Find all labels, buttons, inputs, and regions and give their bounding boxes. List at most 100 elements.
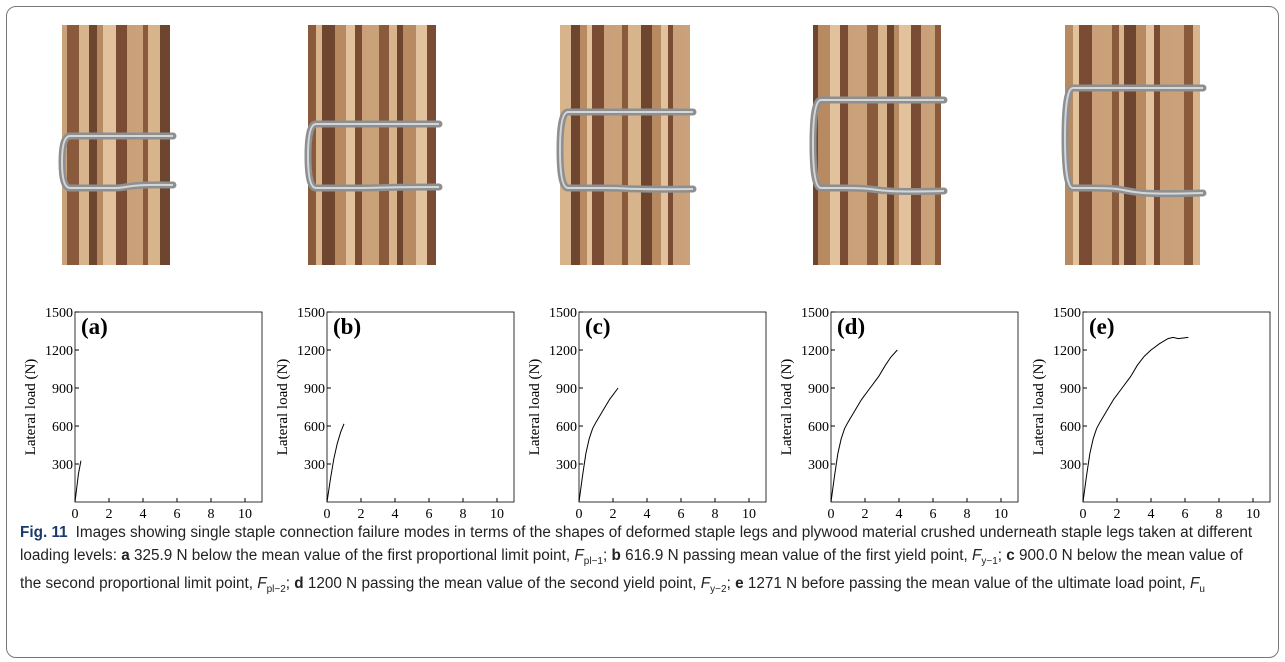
wood-strip: [1193, 25, 1200, 265]
wood-strip: [97, 25, 103, 265]
x-tick-label: 10: [238, 507, 252, 520]
wood-strip: [854, 25, 867, 265]
wood-strip: [316, 25, 322, 265]
y-tick-label: 1500: [297, 306, 325, 321]
figure: 024681030060090012001500Slip (mm)Lateral…: [0, 0, 1285, 520]
x-tick-label: 10: [742, 507, 756, 520]
y-tick-label: 1500: [45, 306, 73, 321]
x-tick-label: 2: [106, 507, 113, 520]
wood-strip: [899, 25, 911, 265]
wood-strip: [79, 25, 89, 265]
wood-strip: [935, 25, 941, 265]
symbol-subscript: y−1: [981, 556, 997, 567]
wood-strip: [67, 25, 79, 265]
x-tick-label: 10: [1246, 507, 1260, 520]
panel-letter: b: [611, 547, 620, 564]
symbol: F: [574, 547, 583, 564]
plot-frame: [1083, 312, 1270, 502]
separator: ;: [727, 575, 736, 592]
symbol: F: [701, 575, 710, 592]
wood-strip: [1124, 25, 1136, 265]
wood-strip: [427, 25, 436, 265]
y-tick-label: 300: [1060, 458, 1081, 473]
photo: [62, 25, 173, 265]
x-tick-label: 8: [460, 507, 467, 520]
y-tick-label: 900: [808, 382, 829, 397]
wood-strip: [1079, 25, 1092, 265]
wood-strip: [867, 25, 878, 265]
x-tick-label: 2: [610, 507, 617, 520]
plot-frame: [579, 312, 766, 502]
x-tick-label: 0: [324, 507, 331, 520]
symbol-subscript: pl−1: [584, 556, 603, 567]
wood-strip: [89, 25, 97, 265]
x-tick-label: 6: [678, 507, 685, 520]
load-slip-curve: [831, 350, 897, 502]
panel-label: (d): [837, 314, 865, 339]
wood-strip: [848, 25, 854, 265]
photo: [1065, 25, 1203, 265]
y-tick-label: 600: [808, 420, 829, 435]
y-axis-label: Lateral load (N): [527, 359, 543, 456]
x-tick-label: 4: [644, 507, 651, 520]
wood-strip: [830, 25, 840, 265]
panel-letter: a: [121, 547, 130, 564]
wood-strip: [641, 25, 652, 265]
wood-strip: [818, 25, 830, 265]
panel-letter: d: [294, 575, 303, 592]
wood-strip: [622, 25, 628, 265]
x-tick-label: 8: [1216, 507, 1223, 520]
y-tick-label: 900: [1060, 382, 1081, 397]
x-tick-label: 8: [208, 507, 215, 520]
symbol-subscript: u: [1199, 584, 1205, 595]
wood-strip: [1184, 25, 1193, 265]
wood-strip: [580, 25, 587, 265]
wood-strip: [1136, 25, 1146, 265]
x-tick-label: 4: [392, 507, 399, 520]
wood-strip: [367, 25, 379, 265]
x-tick-label: 0: [1080, 507, 1087, 520]
item-text: 325.9 N below the mean value of the firs…: [130, 547, 575, 564]
wood-strip: [322, 25, 335, 265]
wood-strip: [921, 25, 929, 265]
panel-label: (e): [1089, 314, 1115, 339]
wood-strip: [143, 25, 148, 265]
x-tick-label: 10: [994, 507, 1008, 520]
wood-strip: [379, 25, 389, 265]
wood-strip: [652, 25, 661, 265]
x-tick-label: 4: [1148, 507, 1155, 520]
y-tick-label: 600: [52, 420, 73, 435]
x-tick-label: 6: [930, 507, 937, 520]
x-tick-label: 2: [358, 507, 365, 520]
y-tick-label: 1200: [45, 344, 73, 359]
symbol-subscript: y−2: [710, 584, 726, 595]
wood-strip: [592, 25, 604, 265]
wood-strip: [346, 25, 355, 265]
y-axis-label: Lateral load (N): [1031, 359, 1047, 456]
y-tick-label: 1500: [1053, 306, 1081, 321]
y-tick-label: 600: [304, 420, 325, 435]
item-text: 1200 N passing the mean value of the sec…: [304, 575, 701, 592]
wood-strip: [1146, 25, 1154, 265]
wood-strip: [878, 25, 887, 265]
y-axis-label: Lateral load (N): [275, 359, 291, 456]
panel-label: (a): [81, 314, 108, 339]
wood-strip: [1119, 25, 1124, 265]
photo: [813, 25, 944, 265]
wood-strip: [389, 25, 397, 265]
symbol: F: [1190, 575, 1199, 592]
panel-label: (c): [585, 314, 611, 339]
x-tick-label: 0: [576, 507, 583, 520]
x-tick-label: 4: [896, 507, 903, 520]
symbol-subscript: pl−2: [267, 584, 286, 595]
wood-strip: [116, 25, 127, 265]
y-tick-label: 900: [52, 382, 73, 397]
wood-strip: [587, 25, 592, 265]
load-slip-curve: [579, 388, 618, 502]
wood-strip: [614, 25, 622, 265]
panel-letter: e: [735, 575, 744, 592]
panel-label: (b): [333, 314, 361, 339]
wood-strip: [416, 25, 427, 265]
x-tick-label: 0: [72, 507, 79, 520]
wood-strip: [103, 25, 116, 265]
